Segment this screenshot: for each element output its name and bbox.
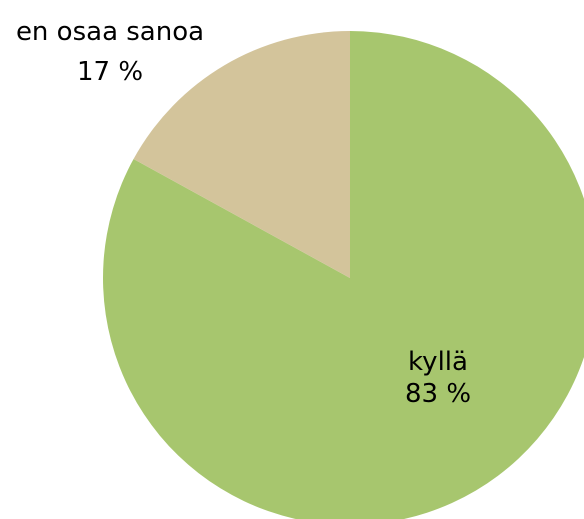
slice-value-en-osaa-sanoa: 17 % [77, 57, 143, 87]
slice-label-kylla: kyllä [408, 347, 468, 377]
pie-slice-0 [103, 31, 584, 519]
pie-labels: kyllä 83 % en osaa sanoa 17 % [16, 17, 471, 409]
slice-value-kylla: 83 % [405, 379, 471, 409]
pie-slices [103, 31, 584, 519]
slice-label-en-osaa-sanoa: en osaa sanoa [16, 17, 204, 47]
pie-slice-1 [133, 31, 350, 278]
